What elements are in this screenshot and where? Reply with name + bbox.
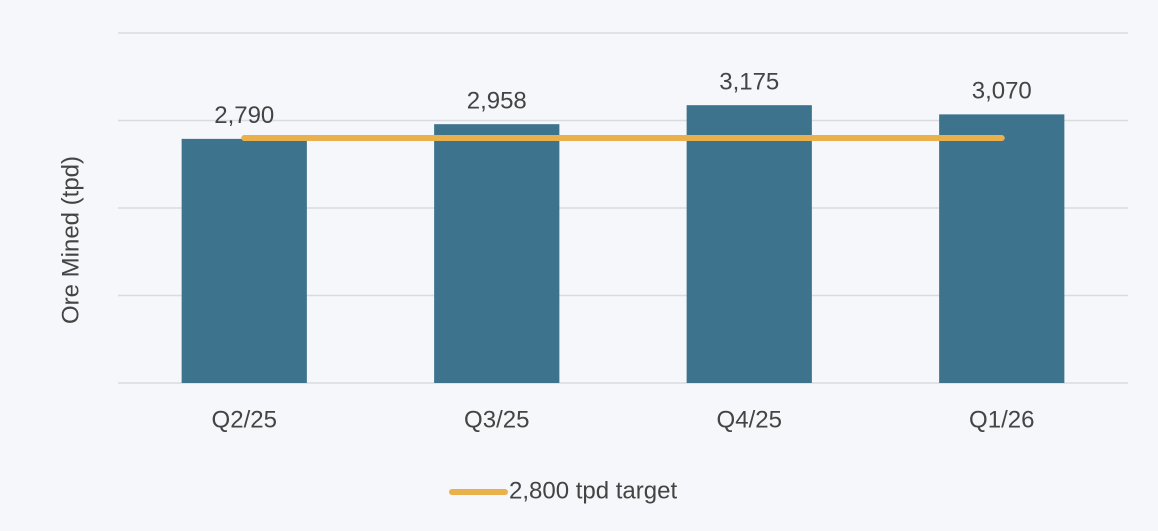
y-axis-label: Ore Mined (tpd) xyxy=(57,156,84,324)
bar xyxy=(434,124,560,384)
data-label: 2,958 xyxy=(467,88,527,115)
data-label: 2,790 xyxy=(214,102,274,129)
data-label: 3,175 xyxy=(719,69,779,96)
bar xyxy=(939,114,1065,383)
x-tick-label: Q2/25 xyxy=(212,406,277,433)
x-tick-label: Q1/26 xyxy=(969,406,1034,433)
x-tick-label: Q4/25 xyxy=(717,406,782,433)
bar xyxy=(686,105,812,383)
legend-label: 2,800 tpd target xyxy=(509,477,677,504)
x-tick-label: Q3/25 xyxy=(464,406,529,433)
bar xyxy=(181,138,307,383)
data-label: 3,070 xyxy=(972,78,1032,105)
